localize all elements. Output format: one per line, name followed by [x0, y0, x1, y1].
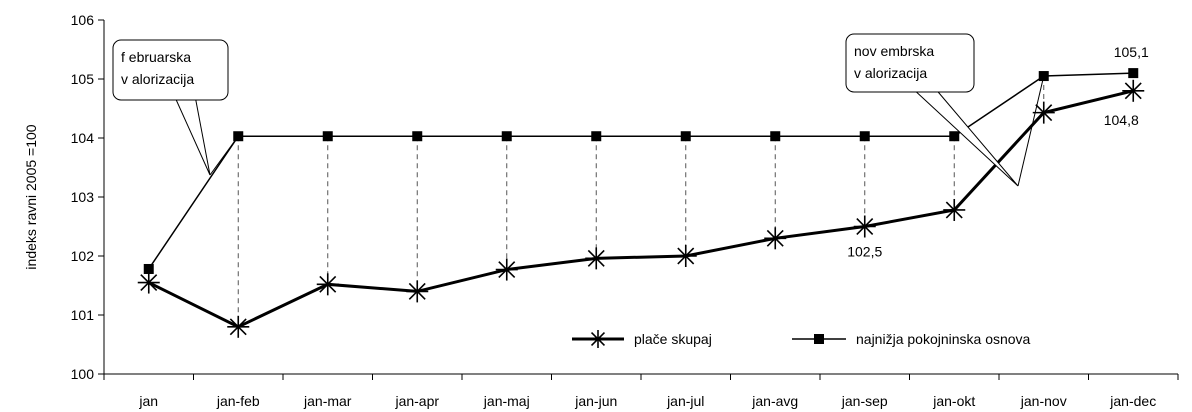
pension-point — [322, 131, 333, 142]
star-marker-stroke — [498, 261, 516, 279]
callout-pointer — [175, 99, 211, 176]
star-marker-stroke — [587, 249, 605, 267]
pension-point — [143, 263, 154, 274]
wages-point — [227, 315, 250, 338]
x-tick-label: jan-nov — [1020, 393, 1067, 409]
callout-pointer — [916, 91, 1019, 187]
x-tick-label: jan-jul — [666, 393, 704, 409]
callout-text: v alorizacija — [121, 71, 194, 87]
pension-point — [591, 131, 602, 142]
pension-point — [412, 131, 423, 142]
pension-point — [1128, 68, 1139, 79]
wages-point — [674, 245, 697, 267]
x-tick-label: jan-sep — [841, 393, 888, 409]
callout-text: f ebruarska — [121, 49, 191, 65]
x-tick-label: jan-mar — [303, 393, 352, 409]
wages-point — [316, 273, 339, 296]
data-label: 105,1 — [1114, 44, 1149, 60]
y-tick-label: 106 — [71, 12, 95, 28]
wages-point — [585, 247, 608, 270]
wages-point — [137, 271, 160, 294]
series-line-pension — [148, 72, 1134, 270]
x-tick-label: jan-apr — [394, 393, 439, 409]
star-marker-stroke — [766, 229, 784, 247]
y-tick-label: 104 — [71, 130, 95, 146]
data-label: 104,8 — [1104, 112, 1139, 128]
callout-box — [112, 39, 229, 101]
axes: 100 101 102 103 104 105 106 jan jan-feb jan-mar ja… — [23, 12, 1179, 409]
pension-point — [859, 131, 870, 142]
star-marker-stroke — [1035, 104, 1053, 122]
y-tick-label: 100 — [71, 366, 95, 382]
series-line-wages — [148, 89, 1134, 329]
x-tick-label: jan-okt — [932, 393, 975, 409]
pension-point — [949, 131, 960, 142]
x-tick-label: jan-dec — [1109, 393, 1156, 409]
star-marker-stroke — [229, 318, 247, 336]
legend-label-pension: najnižja pokojninska osnova — [856, 331, 1031, 347]
star-marker-stroke — [319, 275, 337, 293]
star-marker-stroke — [590, 331, 606, 347]
wages-point — [764, 227, 787, 250]
callouts: f ebruarska v alorizacija nov embrska v alo… — [112, 33, 1045, 187]
wages-point — [406, 280, 429, 303]
legend-marker-pension — [814, 334, 824, 344]
callout-leader — [209, 135, 239, 176]
star-marker-stroke — [1124, 82, 1142, 100]
pension-point — [501, 131, 512, 142]
star-marker-stroke — [408, 282, 426, 300]
star-marker-stroke — [945, 201, 963, 219]
y-tick-label: 102 — [71, 248, 95, 264]
x-tick-label: jan-maj — [483, 393, 530, 409]
y-axis-title: indeks ravni 2005 =100 — [23, 124, 39, 269]
x-tick-label: jan-feb — [216, 393, 260, 409]
callout-leader — [1017, 75, 1045, 187]
legend-marker-wages — [589, 330, 607, 348]
star-marker-stroke — [140, 274, 158, 292]
x-tick-label: jan-jun — [574, 393, 617, 409]
x-tick-label: jan — [138, 393, 158, 409]
data-labels: 102,5 104,8 105,1 — [847, 44, 1149, 259]
wages-point — [853, 215, 876, 238]
wages-point — [943, 198, 966, 221]
legend-label-wages: plače skupaj — [634, 331, 712, 347]
pension-point — [770, 131, 781, 142]
x-tick-label: jan-avg — [751, 393, 798, 409]
callout-text: v alorizacija — [854, 65, 927, 81]
wages-point — [495, 258, 518, 281]
wages-point — [1122, 79, 1145, 102]
series-layer — [137, 68, 1145, 338]
data-label: 102,5 — [847, 244, 882, 260]
wages-point — [1032, 101, 1055, 124]
pension-point — [680, 131, 691, 142]
star-marker-stroke — [856, 218, 874, 235]
legend: plače skupaj najnižja pokojninska osnova — [572, 330, 1031, 348]
y-tick-label: 101 — [71, 307, 95, 323]
callout-text: nov embrska — [854, 43, 934, 59]
callout-box — [845, 33, 975, 93]
y-tick-label: 105 — [71, 71, 95, 87]
star-marker-stroke — [677, 247, 695, 265]
drop-lines — [237, 76, 1045, 327]
y-tick-label: 103 — [71, 189, 95, 205]
